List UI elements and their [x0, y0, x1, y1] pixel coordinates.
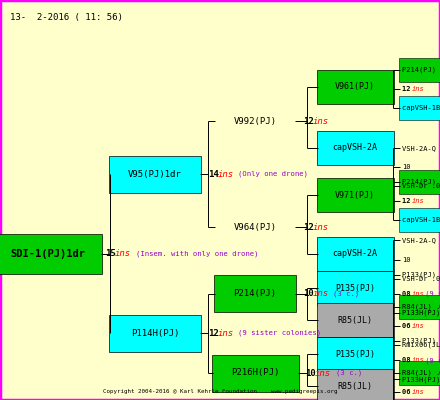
Text: ins: ins [115, 249, 131, 258]
Text: R84(JL) .04: R84(JL) .04 [402, 370, 440, 376]
Text: capVSH-1B G0: capVSH-1B G0 [402, 217, 440, 223]
Text: 10: 10 [402, 164, 411, 170]
Text: capVSH-1B G0: capVSH-1B G0 [402, 105, 440, 111]
Text: P135(PJ): P135(PJ) [335, 350, 375, 359]
FancyBboxPatch shape [399, 96, 440, 120]
Text: V971(PJ): V971(PJ) [335, 191, 375, 200]
Text: 14: 14 [208, 170, 219, 179]
Text: 08: 08 [402, 357, 415, 363]
Text: (Insem. with only one drone): (Insem. with only one drone) [136, 250, 258, 257]
Text: P214(PJ) .10: P214(PJ) .10 [402, 179, 440, 186]
Text: 10: 10 [402, 256, 411, 262]
Text: capVSH-2A: capVSH-2A [333, 249, 378, 258]
Text: ins: ins [312, 117, 329, 126]
Text: V964(PJ): V964(PJ) [234, 223, 276, 232]
Text: (9 sister colonies): (9 sister colonies) [421, 357, 440, 364]
Text: ins: ins [217, 329, 234, 338]
Text: P133(PJ) .05G3 -PrimGreen00: P133(PJ) .05G3 -PrimGreen00 [402, 338, 440, 344]
Text: 10: 10 [303, 289, 314, 298]
Text: R84(JL) .04: R84(JL) .04 [402, 304, 440, 310]
Text: 10: 10 [305, 368, 316, 378]
Text: ins: ins [411, 291, 424, 297]
FancyBboxPatch shape [316, 237, 393, 271]
Text: 12: 12 [303, 117, 314, 126]
Text: P114H(PJ): P114H(PJ) [131, 329, 179, 338]
FancyBboxPatch shape [214, 275, 296, 312]
FancyBboxPatch shape [316, 178, 393, 212]
Text: ins: ins [411, 198, 424, 204]
FancyBboxPatch shape [316, 303, 393, 337]
Text: 12: 12 [402, 198, 415, 204]
FancyBboxPatch shape [399, 170, 440, 194]
Text: 08: 08 [402, 291, 415, 297]
FancyBboxPatch shape [0, 234, 102, 274]
Text: (9 sister colonies): (9 sister colonies) [238, 330, 322, 336]
Text: 12: 12 [303, 223, 314, 232]
Text: ins: ins [411, 323, 424, 329]
FancyBboxPatch shape [109, 315, 201, 352]
Text: VSH-2A-Q .09: VSH-2A-Q .09 [402, 238, 440, 244]
Text: R85(JL): R85(JL) [337, 382, 373, 391]
Text: P133H(PJ) .053 -PrimGreen00: P133H(PJ) .053 -PrimGreen00 [402, 376, 440, 383]
Text: capVSH-2A: capVSH-2A [333, 143, 378, 152]
Text: G2 -PrimRed01: G2 -PrimRed01 [439, 304, 440, 310]
Text: 06: 06 [402, 389, 415, 395]
Text: (3 c.): (3 c.) [334, 290, 359, 297]
FancyBboxPatch shape [399, 208, 440, 232]
Text: 12: 12 [402, 86, 415, 92]
Text: P133(PJ) .05G3 -PrimGreen00: P133(PJ) .05G3 -PrimGreen00 [402, 272, 440, 278]
Text: P214(PJ): P214(PJ) [234, 289, 276, 298]
Text: G2 -PrimRed01: G2 -PrimRed01 [439, 370, 440, 376]
Text: 13-  2-2016 ( 11: 56): 13- 2-2016 ( 11: 56) [10, 13, 123, 22]
Text: (3 c.): (3 c.) [336, 370, 362, 376]
Text: 15: 15 [106, 249, 116, 258]
Text: 12: 12 [208, 329, 219, 338]
Text: P135(PJ): P135(PJ) [335, 284, 375, 293]
FancyBboxPatch shape [399, 58, 440, 82]
FancyBboxPatch shape [316, 338, 393, 372]
Text: VSH-Dr .08G0 -VSH-Pool-AR: VSH-Dr .08G0 -VSH-Pool-AR [402, 276, 440, 282]
FancyBboxPatch shape [316, 70, 393, 104]
Text: SDI-1(PJ)1dr: SDI-1(PJ)1dr [11, 249, 85, 259]
FancyBboxPatch shape [399, 361, 440, 385]
Text: P216H(PJ): P216H(PJ) [231, 368, 279, 378]
FancyBboxPatch shape [316, 271, 393, 305]
Text: V992(PJ): V992(PJ) [234, 117, 276, 126]
Text: P133H(PJ) .053 -PrimGreen00: P133H(PJ) .053 -PrimGreen00 [402, 310, 440, 316]
Text: 06: 06 [402, 323, 415, 329]
Text: V961(PJ): V961(PJ) [335, 82, 375, 91]
Text: Copyright 2004-2016 @ Karl Kehrle Foundation    www.pedigreepis.org: Copyright 2004-2016 @ Karl Kehrle Founda… [103, 389, 337, 394]
Text: (9 sister colonies): (9 sister colonies) [421, 291, 440, 297]
Text: VSH-Dr .08G0 -VSH-Pool-AR: VSH-Dr .08G0 -VSH-Pool-AR [402, 183, 440, 189]
Text: (Only one drone): (Only one drone) [238, 171, 308, 178]
Text: R85(JL): R85(JL) [337, 316, 373, 324]
Text: ins: ins [312, 289, 329, 298]
Text: VSH-2A-Q .09: VSH-2A-Q .09 [402, 145, 440, 151]
Text: ins: ins [217, 170, 234, 179]
Text: ins: ins [312, 223, 329, 232]
FancyBboxPatch shape [316, 369, 393, 400]
Text: ins: ins [315, 368, 331, 378]
Text: Rmix06(JL) .02: Rmix06(JL) .02 [402, 342, 440, 348]
Text: P214(PJ) .10: P214(PJ) .10 [402, 66, 440, 73]
Text: ins: ins [411, 86, 424, 92]
Text: ins: ins [411, 389, 424, 395]
FancyBboxPatch shape [212, 354, 298, 392]
Text: V95(PJ)1dr: V95(PJ)1dr [128, 170, 182, 179]
FancyBboxPatch shape [399, 295, 440, 319]
FancyBboxPatch shape [316, 131, 393, 165]
Text: ins: ins [411, 357, 424, 363]
FancyBboxPatch shape [109, 156, 201, 193]
